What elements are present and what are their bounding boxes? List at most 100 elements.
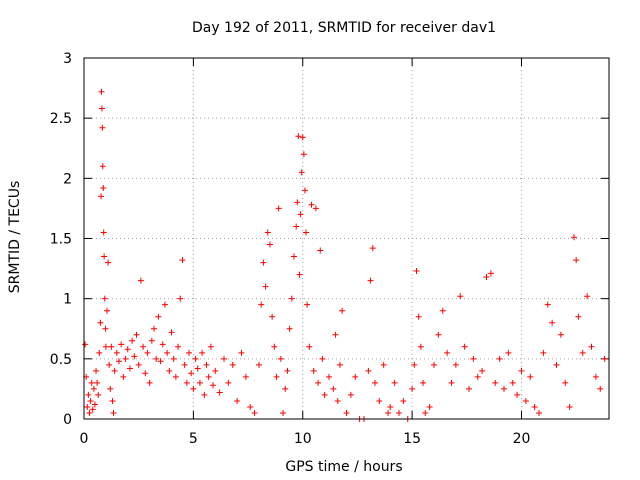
x-axis-label: GPS time / hours [285,459,402,475]
data-point [420,379,427,386]
data-point [96,349,103,356]
data-point [179,257,186,264]
data-point [196,379,203,386]
data-point [137,277,144,284]
data-point [336,361,343,368]
data-point [151,325,157,332]
data-point [422,409,429,416]
data-point [584,293,591,300]
data-point [571,234,577,241]
data-point [531,403,538,410]
data-point [483,274,490,281]
data-point [120,373,127,380]
data-point [299,134,306,141]
data-point [146,379,153,386]
data-point [365,367,372,374]
data-point [527,373,534,380]
data-point [371,379,378,386]
data-point [264,229,271,236]
data-point [159,341,166,348]
data-point [221,355,227,362]
data-point [105,259,112,266]
data-point [413,267,420,274]
data-point [210,382,217,389]
data-point [170,355,177,362]
y-tick-label: 1.5 [50,232,72,248]
data-point [461,343,468,350]
data-point [140,343,147,350]
data-point [256,361,262,368]
data-point [108,343,115,350]
data-point [166,367,173,374]
data-point [177,295,184,302]
data-point [82,341,89,348]
data-point [319,355,326,362]
y-tick-label: 3 [63,51,72,67]
data-point [291,253,297,260]
data-point [99,163,106,170]
data-point [164,349,171,356]
data-point [103,307,110,314]
data-point [100,229,107,236]
data-point [452,361,459,368]
data-point [84,403,91,410]
data-point [509,379,516,386]
data-point [553,361,560,368]
data-point [251,409,258,416]
data-point [199,349,206,356]
data-point [536,409,542,416]
data-point [201,391,208,398]
data-point [573,257,580,264]
data-point [277,355,284,362]
data-point [312,205,319,212]
data-point [271,343,278,350]
axis-ticks: 0 0.5 1 1.5 2 2.5 3 0 5 10 15 20 [50,51,609,447]
data-point [448,379,455,386]
data-point [297,211,304,218]
data-point [275,205,282,212]
data-point [107,385,114,392]
data-point [87,397,94,404]
data-point [592,373,599,380]
data-point [157,358,164,365]
data-point [113,349,120,356]
data-point [310,367,317,374]
data-point [431,361,437,368]
data-point [181,361,188,368]
data-point [144,349,151,356]
data-point [496,355,503,362]
data-point [88,379,95,386]
data-point [566,403,573,410]
data-point [101,295,108,302]
data-point [273,373,280,380]
data-point [501,385,507,392]
data-point [400,397,407,404]
data-point [296,271,303,278]
data-point [601,355,608,362]
data-point [466,385,472,392]
data-point [284,367,291,374]
plot-frame [83,57,610,420]
data-point [97,319,104,326]
data-point [99,124,106,131]
data-point [102,325,109,332]
data-point [387,403,394,410]
data-point [347,391,354,398]
data-point [242,373,249,380]
data-point [301,187,308,194]
x-tick-label: 15 [403,431,421,447]
data-point [479,367,486,374]
data-point [91,401,98,408]
data-point [260,259,267,266]
data-point [457,293,464,300]
data-point [295,133,302,140]
x-tick-label: 0 [80,431,89,447]
data-point [518,367,525,374]
data-point [575,313,582,320]
data-point [540,349,547,356]
data-point [111,367,118,374]
y-tick-label: 2 [63,171,72,187]
data-point [321,391,328,398]
data-point [391,379,398,386]
